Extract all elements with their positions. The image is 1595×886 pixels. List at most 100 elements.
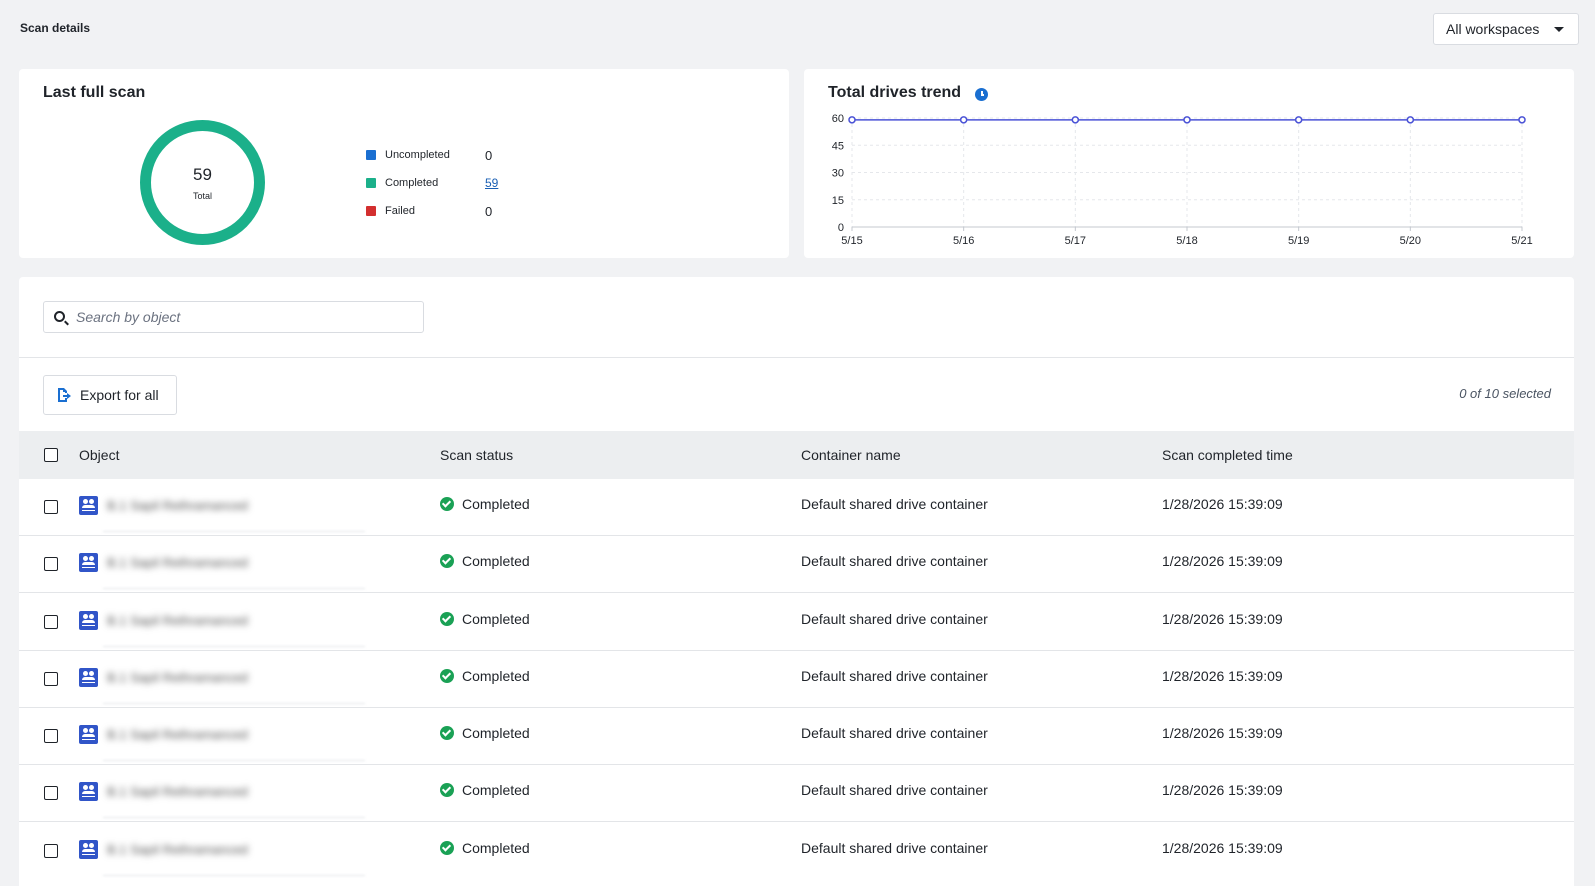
shared-drive-icon [79, 611, 98, 630]
table-row[interactable]: B.1 Sapil Rethramanced Completed Default s… [19, 594, 1574, 651]
scan-status: Completed [462, 668, 530, 684]
container-name: Default shared drive container [801, 840, 988, 856]
row-checkbox[interactable] [44, 557, 58, 571]
object-name-underline [103, 531, 365, 532]
container-name: Default shared drive container [801, 553, 988, 569]
y-tick-label: 30 [832, 168, 844, 180]
scan-completed-time: 1/28/2026 15:39:09 [1162, 668, 1283, 684]
legend-value: 0 [485, 147, 493, 163]
table-row[interactable]: B.1 Sapil Rethramanced Completed Default s… [19, 536, 1574, 593]
row-checkbox[interactable] [44, 729, 58, 743]
data-point [1406, 116, 1415, 124]
search-icon [54, 311, 65, 322]
legend-swatch-failed [366, 206, 376, 216]
search-box[interactable] [43, 301, 424, 333]
export-for-all-button[interactable]: Export for all [43, 375, 177, 415]
scan-completed-time: 1/28/2026 15:39:09 [1162, 553, 1283, 569]
object-name[interactable]: B.1 Sapil Rethramanced [107, 498, 248, 513]
container-name: Default shared drive container [801, 782, 988, 798]
legend-swatch-uncompleted [366, 150, 376, 160]
donut-total-label: Total [192, 191, 212, 201]
scan-status: Completed [462, 840, 530, 856]
table-row[interactable]: B.1 Sapil Rethramanced Completed Default s… [19, 823, 1574, 880]
row-checkbox[interactable] [44, 844, 58, 858]
table-row[interactable]: B.1 Sapil Rethramanced Completed Default s… [19, 651, 1574, 708]
workspace-select[interactable]: All workspaces [1433, 13, 1579, 45]
completed-count-link[interactable]: 59 [485, 176, 499, 190]
scan-status: Completed [462, 496, 530, 512]
row-checkbox[interactable] [44, 786, 58, 800]
check-circle-icon [440, 554, 454, 568]
column-header-object[interactable]: Object [79, 447, 120, 463]
clock-icon[interactable] [975, 88, 988, 101]
object-name[interactable]: B.1 Sapil Rethramanced [107, 613, 248, 628]
donut-total-value: 59 [193, 165, 212, 184]
legend-label: Failed [385, 205, 415, 217]
shared-drive-icon [79, 553, 98, 572]
legend-item-uncompleted: Uncompleted 0 [366, 141, 498, 169]
object-name-underline [103, 875, 365, 876]
row-checkbox[interactable] [44, 672, 58, 686]
scan-completed-time: 1/28/2026 15:39:09 [1162, 496, 1283, 512]
column-header-scan-status[interactable]: Scan status [440, 447, 514, 463]
object-name-underline [103, 760, 365, 761]
scan-results-panel: Export for all 0 of 10 selected Object S… [19, 277, 1574, 886]
table-row[interactable]: B.1 Sapil Rethramanced Completed Default s… [19, 765, 1574, 822]
scan-status: Completed [462, 725, 530, 741]
select-all-checkbox[interactable] [44, 448, 58, 462]
y-tick-label: 45 [832, 140, 844, 152]
row-checkbox[interactable] [44, 615, 58, 629]
check-circle-icon [440, 669, 454, 683]
row-checkbox[interactable] [44, 500, 58, 514]
scan-completed-time: 1/28/2026 15:39:09 [1162, 782, 1283, 798]
x-tick-label: 5/16 [953, 235, 974, 247]
object-name[interactable]: B.1 Sapil Rethramanced [107, 670, 248, 685]
y-tick-label: 60 [832, 113, 844, 125]
last-full-scan-title: Last full scan [43, 84, 146, 101]
object-name-underline [103, 817, 365, 818]
export-icon [58, 388, 71, 402]
object-name[interactable]: B.1 Sapil Rethramanced [107, 842, 248, 857]
check-circle-icon [440, 612, 454, 626]
x-tick-label: 5/20 [1400, 235, 1421, 247]
container-name: Default shared drive container [801, 668, 988, 684]
scan-status: Completed [462, 553, 530, 569]
container-name: Default shared drive container [801, 611, 988, 627]
column-header-scan-completed-time[interactable]: Scan completed time [1162, 447, 1293, 463]
data-point [1518, 116, 1526, 124]
legend-value: 0 [485, 203, 493, 219]
table-row[interactable]: B.1 Sapil Rethramanced Completed Default s… [19, 479, 1574, 536]
check-circle-icon [440, 726, 454, 740]
table-header: Object Scan status Container name Scan c… [19, 431, 1574, 479]
object-name[interactable]: B.1 Sapil Rethramanced [107, 555, 248, 570]
shared-drive-icon [79, 725, 98, 744]
data-point [959, 116, 968, 124]
check-circle-icon [440, 497, 454, 511]
x-tick-label: 5/17 [1065, 235, 1086, 247]
column-header-container-name[interactable]: Container name [801, 447, 901, 463]
object-name[interactable]: B.1 Sapil Rethramanced [107, 727, 248, 742]
shared-drive-icon [79, 840, 98, 859]
object-name-underline [103, 588, 365, 589]
legend-label: Uncompleted [385, 149, 450, 161]
y-tick-label: 0 [838, 222, 844, 234]
export-label: Export for all [80, 387, 159, 403]
scan-completed-time: 1/28/2026 15:39:09 [1162, 840, 1283, 856]
total-drives-trend-card: Total drives trend 0 15 30 45 60 5/15 5/16 5/17… [804, 69, 1574, 258]
x-tick-label: 5/19 [1288, 235, 1309, 247]
data-point [1071, 116, 1080, 124]
container-name: Default shared drive container [801, 725, 988, 741]
data-point [1294, 116, 1303, 124]
scan-completed-time: 1/28/2026 15:39:09 [1162, 611, 1283, 627]
trend-line-chart: 0 15 30 45 60 5/15 5/16 5/17 5/18 5/19 5/20 5/21 [832, 113, 1533, 247]
shared-drive-icon [79, 668, 98, 687]
table-row[interactable]: B.1 Sapil Rethramanced Completed Default s… [19, 708, 1574, 765]
container-name: Default shared drive container [801, 496, 988, 512]
object-name[interactable]: B.1 Sapil Rethramanced [107, 784, 248, 799]
search-input[interactable] [76, 309, 406, 325]
data-point [1183, 116, 1191, 124]
scan-legend: Uncompleted 0 Completed 59 Failed 0 [366, 141, 498, 225]
y-tick-label: 15 [832, 195, 844, 207]
page-title: Scan details [20, 21, 91, 35]
data-point [848, 116, 856, 124]
